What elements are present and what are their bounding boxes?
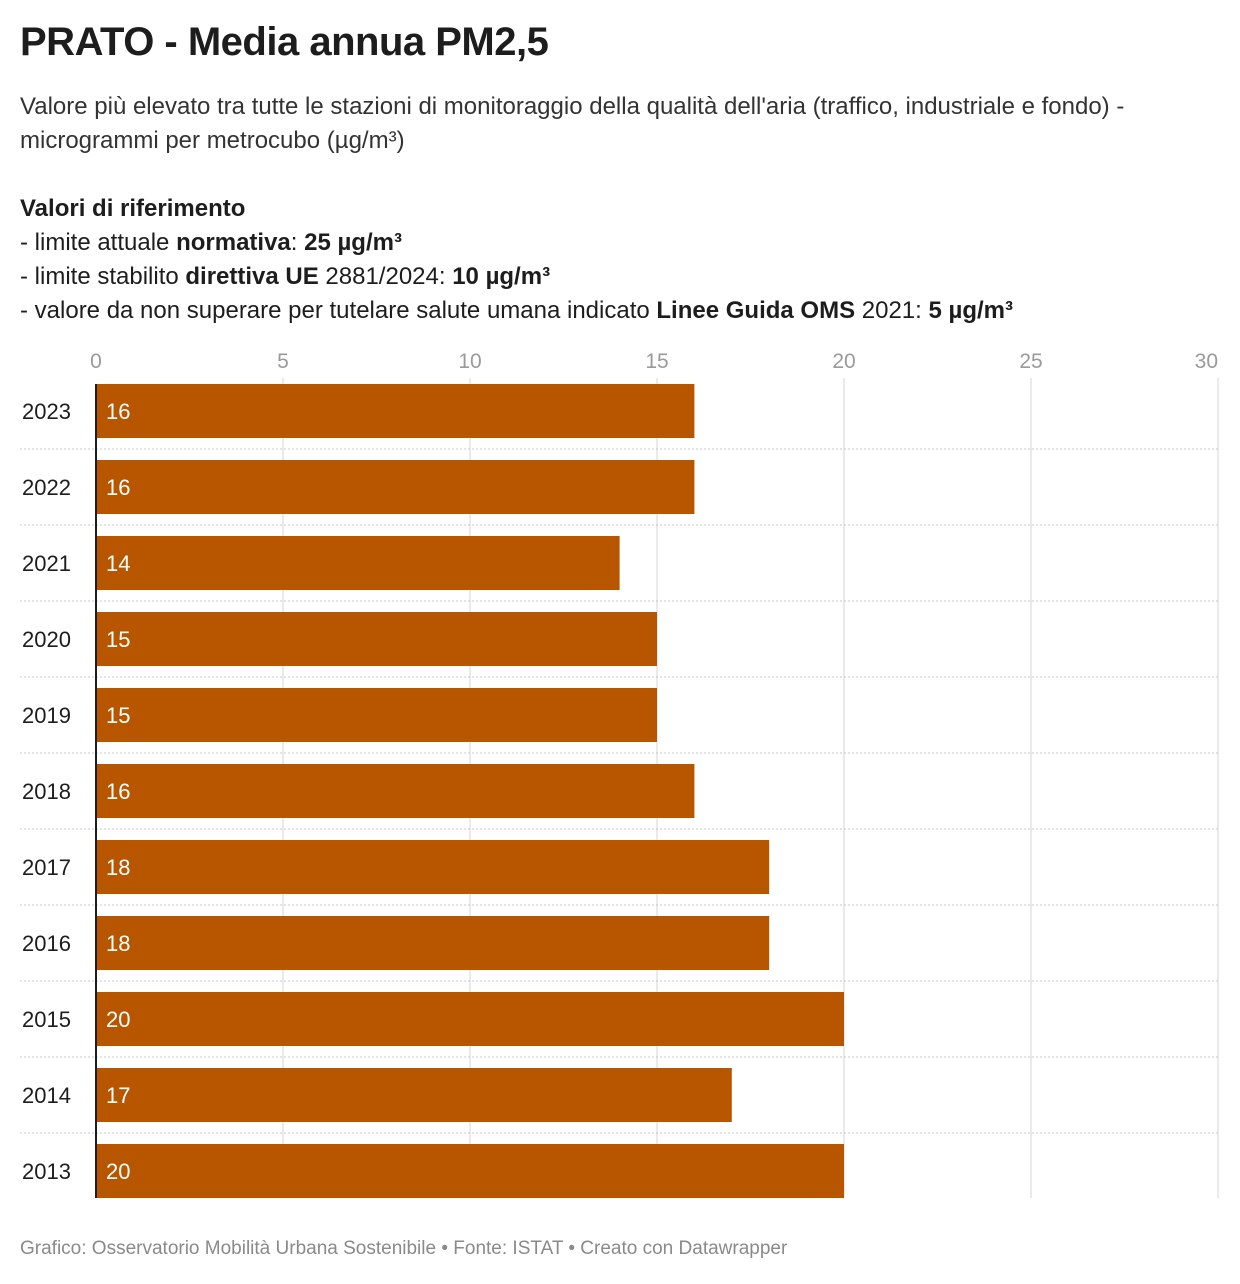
value-label: 16 xyxy=(106,399,130,424)
reference-heading: Valori di riferimento xyxy=(20,195,246,222)
category-label: 2015 xyxy=(22,1007,71,1032)
chart-subtitle: Valore più elevato tra tutte le stazioni… xyxy=(20,93,1125,154)
category-label: 2022 xyxy=(22,475,71,500)
category-label: 2023 xyxy=(22,399,71,424)
x-tick-label: 30 xyxy=(1195,350,1218,373)
reference-line-oms: - valore da non superare per tutelare sa… xyxy=(20,297,1014,324)
bar-2021 xyxy=(96,536,620,590)
x-tick-label: 10 xyxy=(458,350,481,373)
bar-2020 xyxy=(96,612,657,666)
value-label: 15 xyxy=(106,627,130,652)
bar-2019 xyxy=(96,688,657,742)
bar-2017 xyxy=(96,840,770,894)
reference-line-direttiva: - limite stabilito direttiva UE 2881/202… xyxy=(20,263,551,290)
x-tick-label: 25 xyxy=(1019,350,1042,373)
category-label: 2014 xyxy=(22,1083,71,1108)
bar-2015 xyxy=(96,992,844,1046)
value-label: 16 xyxy=(106,779,130,804)
x-tick-label: 5 xyxy=(277,350,289,373)
value-label: 18 xyxy=(106,931,130,956)
value-label: 15 xyxy=(106,703,130,728)
value-label: 17 xyxy=(106,1083,130,1108)
bar-2022 xyxy=(96,460,695,514)
chart-title: PRATO - Media annua PM2,5 xyxy=(20,20,549,64)
category-label: 2021 xyxy=(22,551,71,576)
category-label: 2017 xyxy=(22,855,71,880)
value-label: 16 xyxy=(106,475,130,500)
value-label: 20 xyxy=(106,1159,130,1184)
bar-2013 xyxy=(96,1144,844,1198)
chart-footer: Grafico: Osservatorio Mobilità Urbana So… xyxy=(20,1238,788,1259)
bar-2023 xyxy=(96,384,695,438)
reference-values: Valori di riferimento - limite attuale n… xyxy=(20,192,1230,328)
bar-2014 xyxy=(96,1068,732,1122)
value-label: 14 xyxy=(106,551,130,576)
bar-2018 xyxy=(96,764,695,818)
x-tick-label: 15 xyxy=(645,350,668,373)
category-label: 2020 xyxy=(22,627,71,652)
value-label: 18 xyxy=(106,855,130,880)
reference-line-normativa: - limite attuale normativa: 25 µg/m³ xyxy=(20,229,402,256)
x-tick-label: 0 xyxy=(90,350,102,373)
category-label: 2013 xyxy=(22,1159,71,1184)
category-label: 2016 xyxy=(22,931,71,956)
value-label: 20 xyxy=(106,1007,130,1032)
category-label: 2019 xyxy=(22,703,71,728)
bar-2016 xyxy=(96,916,770,970)
category-label: 2018 xyxy=(22,779,71,804)
x-tick-label: 20 xyxy=(832,350,855,373)
